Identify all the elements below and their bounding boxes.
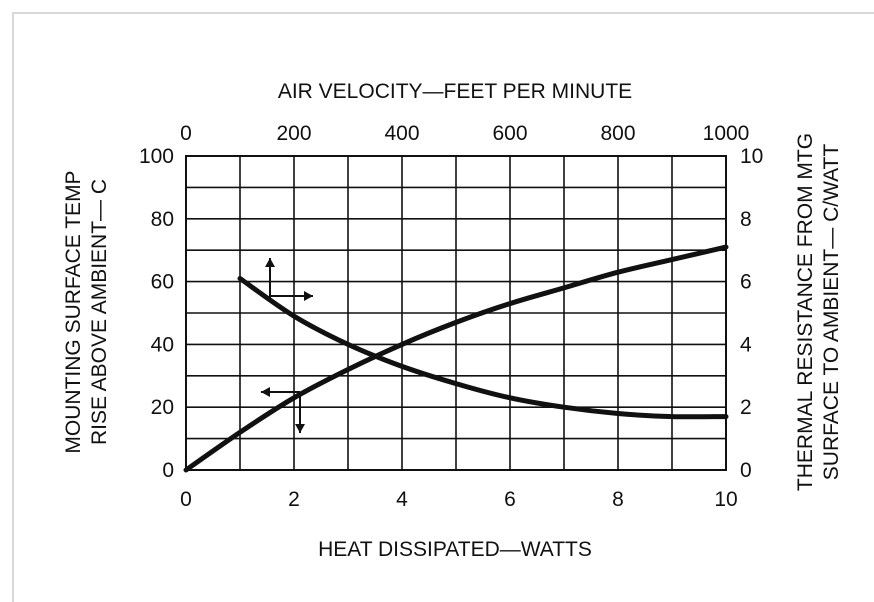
temperature-rise-curve [183,244,729,473]
bottom-axis-title: HEAT DISSIPATED—WATTS [318,538,592,561]
arrow-down-bottom-axis-head [295,424,305,433]
thermal-resistance-curve [237,276,729,420]
arrow-right-right-axis-head [304,291,313,301]
y-left-tick-label: 80 [151,208,174,231]
y-left-tick-label: 60 [151,271,174,294]
arrows-layer [261,258,313,433]
x-top-tick-label: 800 [600,122,635,145]
x-bottom-tick-label: 2 [288,488,300,511]
y-right-tick-label: 10 [740,145,763,168]
top-axis-title: AIR VELOCITY—FEET PER MINUTE [278,80,632,103]
x-top-tick-label: 0 [180,122,192,145]
x-bottom-tick-label: 6 [504,488,516,511]
x-bottom-tick-label: 4 [396,488,408,511]
y-left-tick-label: 0 [162,459,174,482]
x-top-tick-label: 600 [492,122,527,145]
arrow-up-top-axis-head [265,258,275,267]
arrow-left-left-axis-head [261,387,270,397]
x-top-tick-label: 400 [384,122,419,145]
y-left-tick-label: 40 [151,333,174,356]
ticks-layer: 0 2 4 6 8 100 200 400 600 800 10000204060801000246… [139,122,763,511]
x-bottom-tick-label: 10 [714,488,737,511]
right-axis-title-line1: THERMAL RESISTANCE FROM MTG [794,133,817,491]
left-axis-title-line2: RISE ABOVE AMBIENT— C [88,179,111,445]
curves-layer [183,244,729,473]
y-left-tick-label: 100 [139,145,174,168]
grid-layer [186,156,726,470]
y-right-tick-label: 2 [740,396,752,419]
figure-frame [12,12,874,602]
y-right-tick-label: 4 [740,333,752,356]
x-top-tick-label: 1000 [703,122,750,145]
x-top-tick-label: 200 [276,122,311,145]
x-bottom-tick-label: 0 [180,488,192,511]
y-right-tick-label: 8 [740,208,752,231]
y-right-tick-label: 0 [740,459,752,482]
right-axis-title-line2: SURFACE TO AMBIENT— C/WATT [820,144,843,481]
left-axis-title-line1: MOUNTING SURFACE TEMP [62,170,85,453]
x-bottom-tick-label: 8 [612,488,624,511]
plot-border [185,155,727,471]
y-left-tick-label: 20 [151,396,174,419]
y-right-tick-label: 6 [740,271,752,294]
